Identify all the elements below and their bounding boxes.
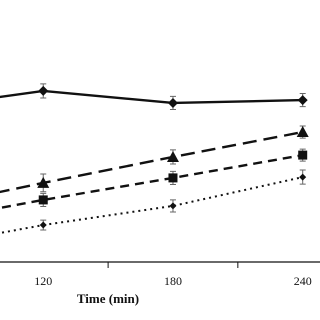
marker bbox=[38, 85, 49, 96]
x-axis-label: Time (min) bbox=[77, 291, 139, 306]
marker bbox=[296, 126, 309, 138]
marker bbox=[39, 221, 47, 229]
marker bbox=[168, 173, 178, 183]
x-tick-label: 180 bbox=[164, 274, 182, 288]
series-line bbox=[0, 153, 303, 210]
marker bbox=[166, 150, 179, 162]
series-line bbox=[0, 130, 303, 194]
marker bbox=[298, 150, 308, 160]
marker bbox=[38, 195, 48, 205]
x-tick-label: 240 bbox=[294, 274, 312, 288]
x-tick-label: 120 bbox=[34, 274, 52, 288]
marker bbox=[299, 173, 307, 181]
marker bbox=[297, 95, 308, 106]
marker bbox=[169, 202, 177, 210]
marker bbox=[167, 97, 178, 108]
series-line bbox=[0, 176, 303, 235]
plot-area bbox=[0, 83, 309, 235]
series-line bbox=[0, 89, 303, 105]
marker bbox=[37, 176, 50, 188]
